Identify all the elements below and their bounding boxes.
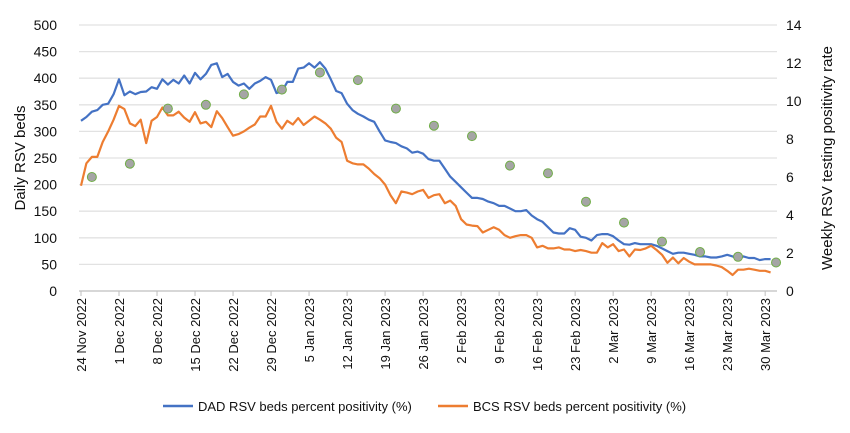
x-tick-label: 2 Feb 2023 (454, 298, 469, 364)
positivity-point (124, 158, 135, 169)
positivity-point (771, 257, 782, 268)
legend-label-bcs: BCS RSV beds percent positivity (%) (473, 399, 686, 414)
positivity-dots (86, 67, 782, 268)
x-tick-label: 30 Mar 2023 (758, 298, 773, 371)
series-lines (79, 61, 771, 277)
left-tick-label: 300 (34, 123, 58, 139)
x-tick-label: 19 Jan 2023 (378, 298, 393, 370)
left-axis-ticks: 0 50 100 150 200 250 300 350 400 450 500 (34, 17, 58, 299)
right-tick-label: 12 (786, 55, 802, 71)
legend-label-dad: DAD RSV beds percent positivity (%) (198, 399, 412, 414)
positivity-point (276, 84, 287, 95)
x-tick-label: 24 Nov 2022 (74, 298, 89, 372)
left-tick-label: 100 (34, 230, 58, 246)
right-tick-label: 14 (786, 17, 802, 33)
x-tick-label: 9 Feb 2023 (492, 298, 507, 364)
x-tick-label: 23 Feb 2023 (568, 298, 583, 371)
right-tick-label: 8 (786, 131, 794, 147)
x-tick-label: 29 Dec 2022 (264, 298, 279, 372)
left-tick-label: 50 (41, 256, 57, 272)
left-tick-label: 200 (34, 177, 58, 193)
positivity-point (428, 120, 439, 131)
x-tick-label: 8 Dec 2022 (150, 298, 165, 365)
positivity-point (162, 103, 173, 114)
positivity-point (238, 89, 249, 100)
left-tick-label: 450 (34, 44, 58, 60)
x-tick-label: 2 Mar 2023 (606, 298, 621, 364)
positivity-point (504, 160, 515, 171)
x-tick-label: 26 Jan 2023 (416, 298, 431, 370)
left-tick-label: 150 (34, 203, 58, 219)
legend: DAD RSV beds percent positivity (%) BCS … (163, 399, 686, 414)
right-tick-label: 10 (786, 93, 802, 109)
x-tick-label: 1 Dec 2022 (112, 298, 127, 365)
x-tick-label: 23 Mar 2023 (720, 298, 735, 371)
right-axis-ticks: 0 2 4 6 8 10 12 14 (786, 17, 802, 299)
positivity-point (200, 99, 211, 110)
left-tick-label: 350 (34, 97, 58, 113)
right-tick-label: 2 (786, 245, 794, 261)
positivity-point (86, 172, 97, 182)
right-tick-label: 6 (786, 169, 794, 185)
x-tick-label: 15 Dec 2022 (188, 298, 203, 372)
x-tick-label: 9 Mar 2023 (644, 298, 659, 364)
left-tick-label: 0 (49, 283, 57, 299)
positivity-point (657, 236, 668, 247)
left-tick-label: 250 (34, 150, 58, 166)
positivity-point (466, 131, 477, 142)
right-tick-label: 0 (786, 283, 794, 299)
x-tick-label: 16 Feb 2023 (530, 298, 545, 371)
positivity-point (390, 103, 401, 114)
x-tick-label: 16 Mar 2023 (682, 298, 697, 371)
x-tick-label: 22 Dec 2022 (226, 298, 241, 372)
x-tick-label: 5 Jan 2023 (302, 298, 317, 362)
positivity-point (619, 217, 629, 228)
right-tick-label: 4 (786, 207, 794, 223)
positivity-point (580, 196, 591, 207)
right-axis-title: Weekly RSV testing positivity rate (819, 46, 836, 270)
x-tick-label: 12 Jan 2023 (340, 298, 355, 370)
dad-series-line (80, 61, 771, 262)
left-axis-title: Daily RSV beds (12, 105, 29, 210)
positivity-point (695, 247, 706, 258)
positivity-point (733, 251, 744, 262)
positivity-point (352, 75, 363, 86)
bcs-series-line (79, 104, 771, 277)
x-axis-ticks: 24 Nov 2022 1 Dec 2022 8 Dec 2022 15 Dec 20… (74, 291, 773, 372)
left-tick-label: 400 (34, 70, 58, 86)
positivity-point (314, 67, 325, 78)
positivity-point (542, 168, 553, 179)
left-tick-label: 500 (34, 17, 58, 33)
